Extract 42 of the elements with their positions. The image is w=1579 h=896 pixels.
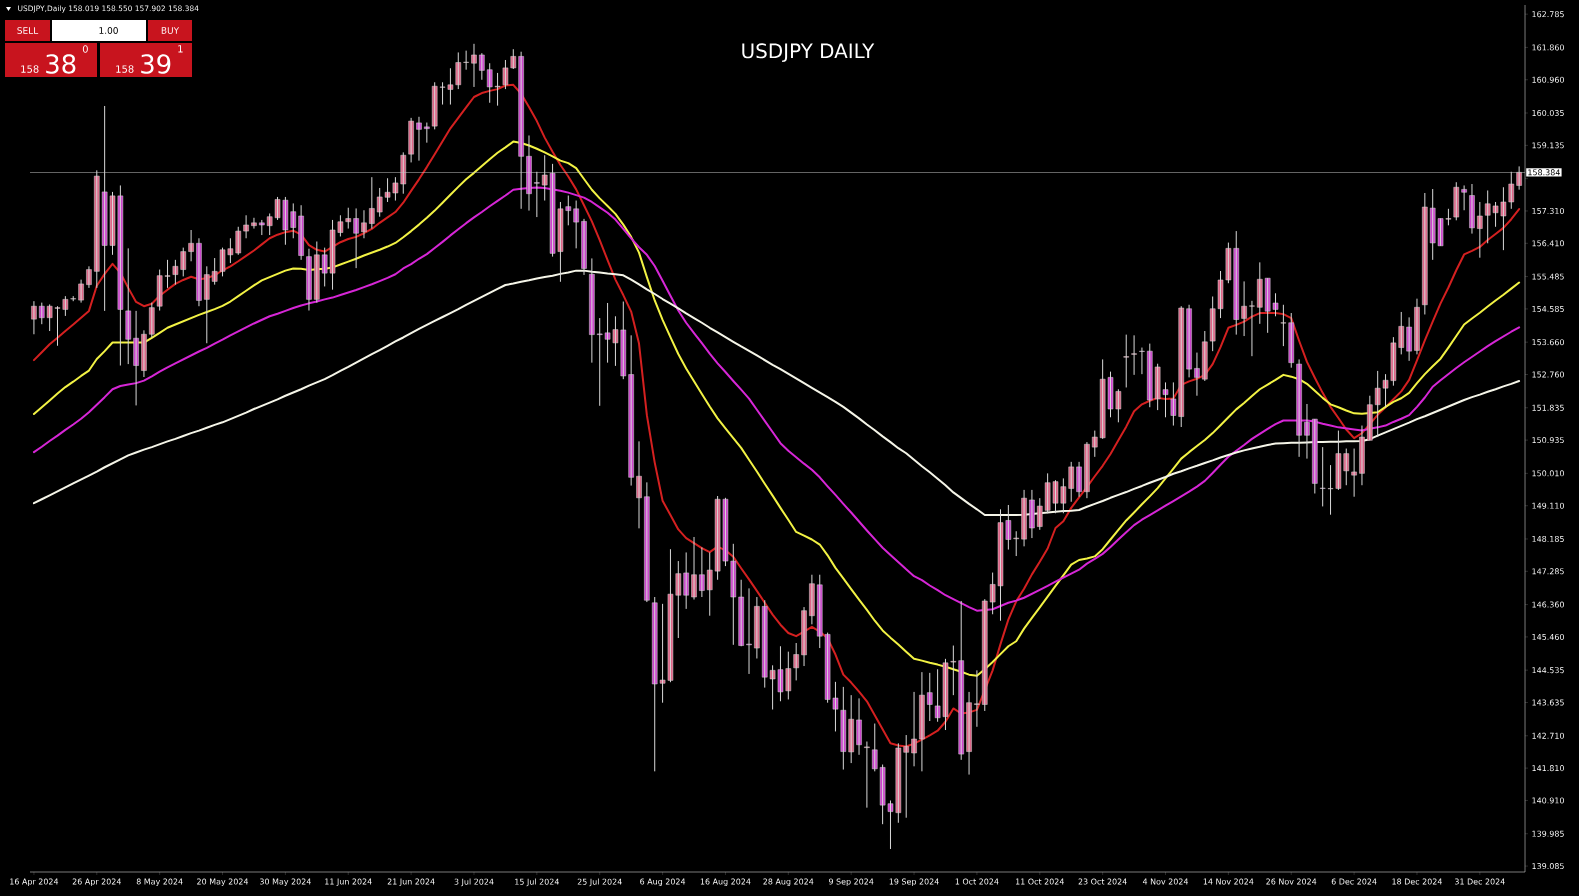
candlestick bbox=[424, 122, 430, 144]
annotation: 1.00 bbox=[99, 27, 118, 34]
candlestick bbox=[314, 241, 320, 304]
annotation: 158 bbox=[21, 65, 39, 73]
candlestick bbox=[149, 302, 155, 338]
candlestick bbox=[1257, 261, 1263, 325]
candlestick bbox=[1477, 201, 1483, 259]
candlestick bbox=[1131, 334, 1137, 376]
candlestick bbox=[125, 247, 131, 365]
candlestick bbox=[974, 669, 980, 728]
candlestick bbox=[903, 734, 909, 819]
candlestick bbox=[479, 52, 485, 81]
candlestick bbox=[848, 694, 854, 764]
candlestick bbox=[1123, 334, 1129, 388]
annotation: SELL bbox=[17, 27, 39, 34]
candlestick bbox=[927, 672, 933, 722]
annotation: 38 bbox=[46, 54, 76, 74]
candlestick bbox=[738, 579, 744, 647]
candlestick bbox=[793, 642, 799, 681]
candlestick bbox=[369, 176, 375, 230]
candlestick bbox=[204, 265, 210, 344]
annotation: 158 bbox=[116, 65, 134, 73]
candlestick bbox=[1453, 181, 1460, 221]
candlestick bbox=[534, 171, 540, 218]
annotation: BUY bbox=[161, 27, 180, 34]
candlestick bbox=[1367, 395, 1373, 441]
candlestick bbox=[746, 587, 752, 675]
candlestick bbox=[683, 551, 689, 610]
candlestick bbox=[259, 219, 265, 236]
candlestick bbox=[463, 50, 469, 71]
candlestick bbox=[1351, 448, 1357, 498]
annotation: 1 bbox=[178, 45, 183, 53]
candlestick bbox=[1249, 300, 1255, 357]
candlestick bbox=[628, 334, 634, 487]
text: USDJPY DAILY bbox=[742, 43, 875, 63]
candlestick bbox=[864, 741, 870, 809]
candlestick bbox=[840, 686, 847, 771]
candlestick bbox=[1312, 418, 1318, 494]
annotation: 39 bbox=[141, 54, 171, 74]
annotation: 0 bbox=[82, 45, 88, 53]
candlestick bbox=[1422, 192, 1428, 315]
candlestick bbox=[1139, 347, 1145, 375]
